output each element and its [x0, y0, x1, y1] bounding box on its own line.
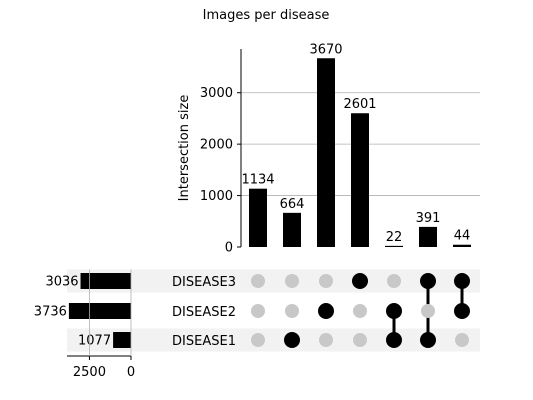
- set-size-bar-disease2: [68, 303, 131, 319]
- matrix-dot-active: [318, 303, 334, 319]
- set-axis-tick-label: 0: [127, 365, 135, 380]
- chart-title: Images per disease: [203, 8, 330, 23]
- matrix-dot-inactive: [455, 333, 469, 347]
- set-label-disease2: DISEASE2: [172, 305, 236, 320]
- matrix-dot-active: [386, 303, 402, 319]
- matrix-dot-active: [454, 273, 470, 289]
- matrix-dot-inactive: [251, 333, 265, 347]
- matrix-dot-inactive: [353, 304, 367, 318]
- matrix-dot-active: [420, 273, 436, 289]
- intersection-bar: [351, 113, 369, 247]
- intersection-value-label: 2601: [343, 97, 376, 112]
- matrix-row-shading: [67, 269, 480, 352]
- matrix-dot-inactive: [285, 274, 299, 288]
- set-size-value-label: 3736: [34, 305, 67, 320]
- matrix-dot-inactive: [387, 274, 401, 288]
- matrix-dot-active: [454, 303, 470, 319]
- set-size-bar-disease3: [80, 273, 131, 289]
- intersection-value-label: 1134: [241, 173, 274, 188]
- matrix-dot-inactive: [251, 274, 265, 288]
- intersection-bar: [419, 226, 437, 247]
- y-tick-label: 2000: [200, 138, 233, 153]
- set-axis-tick-label: 2500: [73, 365, 106, 380]
- matrix-dot-active: [352, 273, 368, 289]
- matrix-dot-inactive: [319, 274, 333, 288]
- set-size-value-label: 1077: [78, 334, 111, 349]
- matrix-dot-inactive: [251, 304, 265, 318]
- intersection-bars: 1134 664 3670 2601 22 391 44: [241, 42, 471, 247]
- intersection-bar: [453, 244, 471, 247]
- intersection-bar: [283, 212, 301, 247]
- intersection-bar: [317, 58, 335, 247]
- intersection-value-label: 44: [454, 229, 471, 244]
- set-size-axis: 2500 0: [67, 269, 135, 380]
- row-shade-disease1: [67, 328, 480, 352]
- matrix-dot-inactive: [353, 333, 367, 347]
- matrix-dot-active: [284, 332, 300, 348]
- y-tick-label: 0: [225, 241, 233, 256]
- intersection-bar: [385, 245, 403, 247]
- matrix-dot-inactive: [319, 333, 333, 347]
- membership-matrix: [251, 273, 470, 348]
- intersection-value-label: 664: [280, 197, 305, 212]
- intersection-bar: [249, 188, 267, 247]
- intersection-value-label: 3670: [309, 42, 342, 57]
- matrix-dot-active: [386, 332, 402, 348]
- set-label-disease1: DISEASE1: [172, 334, 236, 349]
- intersection-size-axis-label: Intersection size: [177, 95, 192, 202]
- set-size-bar-disease1: [113, 332, 131, 348]
- row-shade-disease3: [67, 269, 480, 293]
- intersection-value-label: 391: [416, 211, 441, 226]
- matrix-dot-inactive: [285, 304, 299, 318]
- y-tick-label: 1000: [200, 189, 233, 204]
- intersection-y-axis: 0 1000 2000 3000: [200, 49, 242, 256]
- intersection-value-label: 22: [386, 230, 403, 245]
- set-label-disease3: DISEASE3: [172, 275, 236, 290]
- y-tick-label: 3000: [200, 86, 233, 101]
- set-labels: DISEASE3 DISEASE2 DISEASE1: [172, 275, 236, 349]
- matrix-dot-inactive: [421, 304, 435, 318]
- set-size-value-label: 3036: [45, 275, 78, 290]
- matrix-dot-active: [420, 332, 436, 348]
- set-size-bars: 3036 3736 1077: [34, 273, 131, 349]
